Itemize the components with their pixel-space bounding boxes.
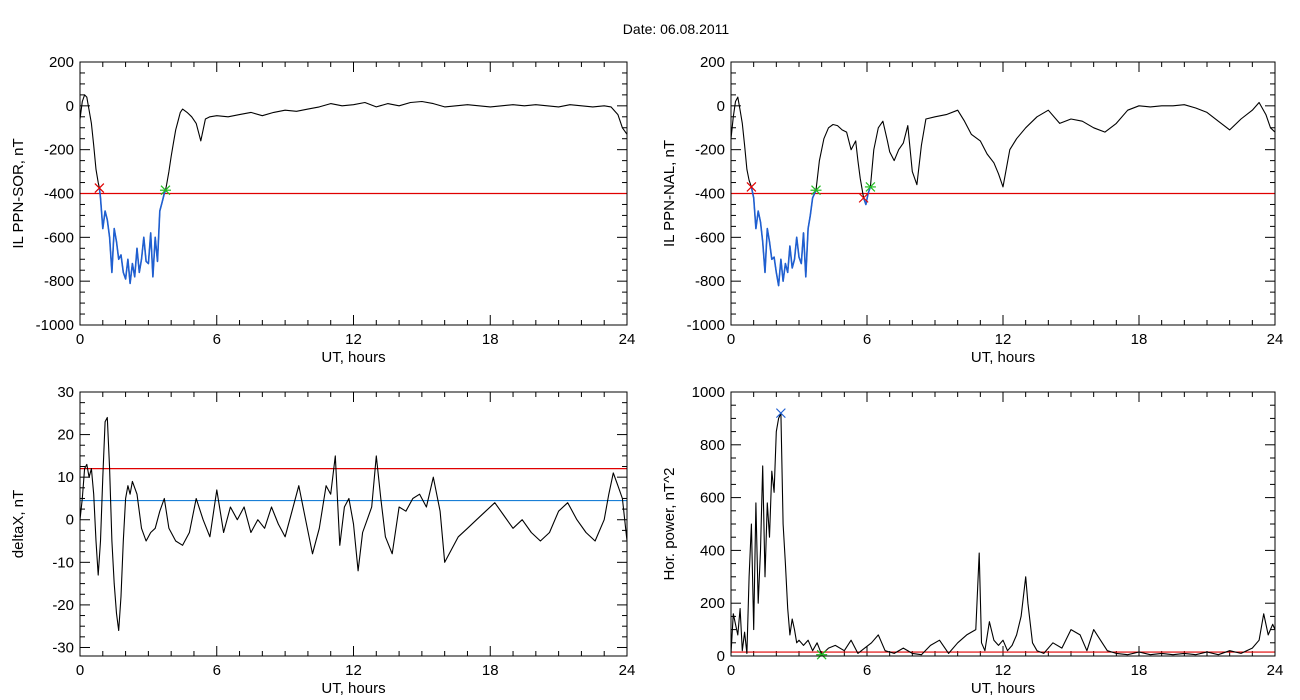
- end-marker: [159, 185, 171, 196]
- x-tick-label: 12: [995, 331, 1012, 348]
- start-marker: [858, 192, 869, 203]
- series-line: [730, 412, 1276, 656]
- plot-frame: [79, 391, 628, 657]
- end-marker: [816, 649, 828, 660]
- x-tick-label: 24: [1267, 662, 1284, 679]
- y-tick-label: 20: [57, 427, 74, 444]
- x-axis-label: UT, hours: [321, 680, 385, 697]
- series-line: [79, 416, 628, 632]
- panel-deltax: deltaX, nT UT, hours 0 6 12 18 24 30 20 10 0 -10 -20…: [10, 384, 635, 697]
- y-axis-label: IL PPN-SOR, nT: [10, 138, 27, 248]
- y-tick-label: 600: [700, 490, 725, 507]
- panel-il-ppn-nal: IL PPN-NAL, nT UT, hours 0 6 12 18 24 200 0 -200 -…: [661, 54, 1283, 366]
- y-tick-label: -200: [695, 142, 725, 159]
- x-tick-label: 6: [863, 331, 871, 348]
- plot-frame: [730, 61, 1276, 326]
- y-tick-label: 30: [57, 384, 74, 401]
- y-tick-label: -1000: [687, 317, 725, 334]
- y-tick-label: 200: [700, 595, 725, 612]
- y-tick-label: 0: [66, 98, 74, 115]
- x-axis-label: UT, hours: [321, 349, 385, 366]
- y-tick-label: -10: [52, 554, 74, 571]
- y-tick-label: -600: [44, 229, 74, 246]
- x-tick-label: 6: [213, 662, 221, 679]
- selected-interval-line: [862, 186, 872, 206]
- end-marker: [864, 182, 876, 192]
- x-tick-label: 0: [727, 662, 735, 679]
- x-tick-label: 12: [345, 662, 362, 679]
- selected-interval-line: [750, 186, 817, 287]
- y-tick-label: -800: [695, 273, 725, 290]
- y-tick-label: -600: [695, 229, 725, 246]
- x-tick-label: 24: [619, 331, 636, 348]
- y-tick-label: 800: [700, 437, 725, 454]
- y-tick-label: 0: [717, 98, 725, 115]
- start-marker: [94, 183, 105, 193]
- y-tick-label: 0: [717, 648, 725, 665]
- y-tick-label: -30: [52, 639, 74, 656]
- x-tick-label: 18: [1131, 331, 1148, 348]
- y-tick-label: 200: [49, 54, 74, 71]
- y-tick-label: -200: [44, 142, 74, 159]
- x-tick-label: 0: [727, 331, 735, 348]
- x-tick-label: 24: [619, 662, 636, 679]
- y-axis-label: deltaX, nT: [10, 490, 27, 558]
- x-axis-label: UT, hours: [971, 680, 1035, 697]
- x-tick-label: 18: [1131, 662, 1148, 679]
- x-axis-label: UT, hours: [971, 349, 1035, 366]
- plot-frame: [79, 61, 628, 326]
- y-tick-label: 10: [57, 469, 74, 486]
- y-tick-label: 1000: [692, 384, 725, 401]
- end-marker: [810, 185, 822, 196]
- start-marker: [746, 182, 757, 192]
- date-title: Date: 06.08.2011: [623, 21, 730, 37]
- y-tick-label: 400: [700, 542, 725, 559]
- y-tick-label: -1000: [36, 317, 74, 334]
- y-tick-label: 200: [700, 54, 725, 71]
- peak-marker: [775, 408, 786, 419]
- x-tick-label: 18: [482, 331, 499, 348]
- series-line: [730, 96, 1276, 287]
- y-tick-label: -800: [44, 273, 74, 290]
- x-tick-label: 18: [482, 662, 499, 679]
- y-tick-label: -400: [695, 186, 725, 203]
- x-tick-label: 6: [863, 662, 871, 679]
- series-line: [79, 94, 628, 284]
- y-tick-label: -400: [44, 186, 74, 203]
- selected-interval-line: [98, 187, 167, 285]
- x-tick-label: 12: [995, 662, 1012, 679]
- x-tick-label: 0: [76, 662, 84, 679]
- x-tick-label: 24: [1267, 331, 1284, 348]
- x-tick-label: 12: [345, 331, 362, 348]
- panel-hor-power: Hor. power, nT^2 UT, hours 0 6 12 18 24 1000 800…: [661, 384, 1283, 697]
- panel-il-ppn-sor: IL PPN-SOR, nT UT, hours 0 6 12 18 24 200 0 -200 -…: [10, 54, 635, 366]
- x-tick-label: 6: [213, 331, 221, 348]
- x-tick-label: 0: [76, 331, 84, 348]
- y-tick-label: -20: [52, 597, 74, 614]
- plot-frame: [730, 391, 1276, 657]
- y-axis-label: Hor. power, nT^2: [661, 468, 678, 581]
- y-tick-label: 0: [66, 512, 74, 529]
- y-axis-label: IL PPN-NAL, nT: [661, 140, 678, 247]
